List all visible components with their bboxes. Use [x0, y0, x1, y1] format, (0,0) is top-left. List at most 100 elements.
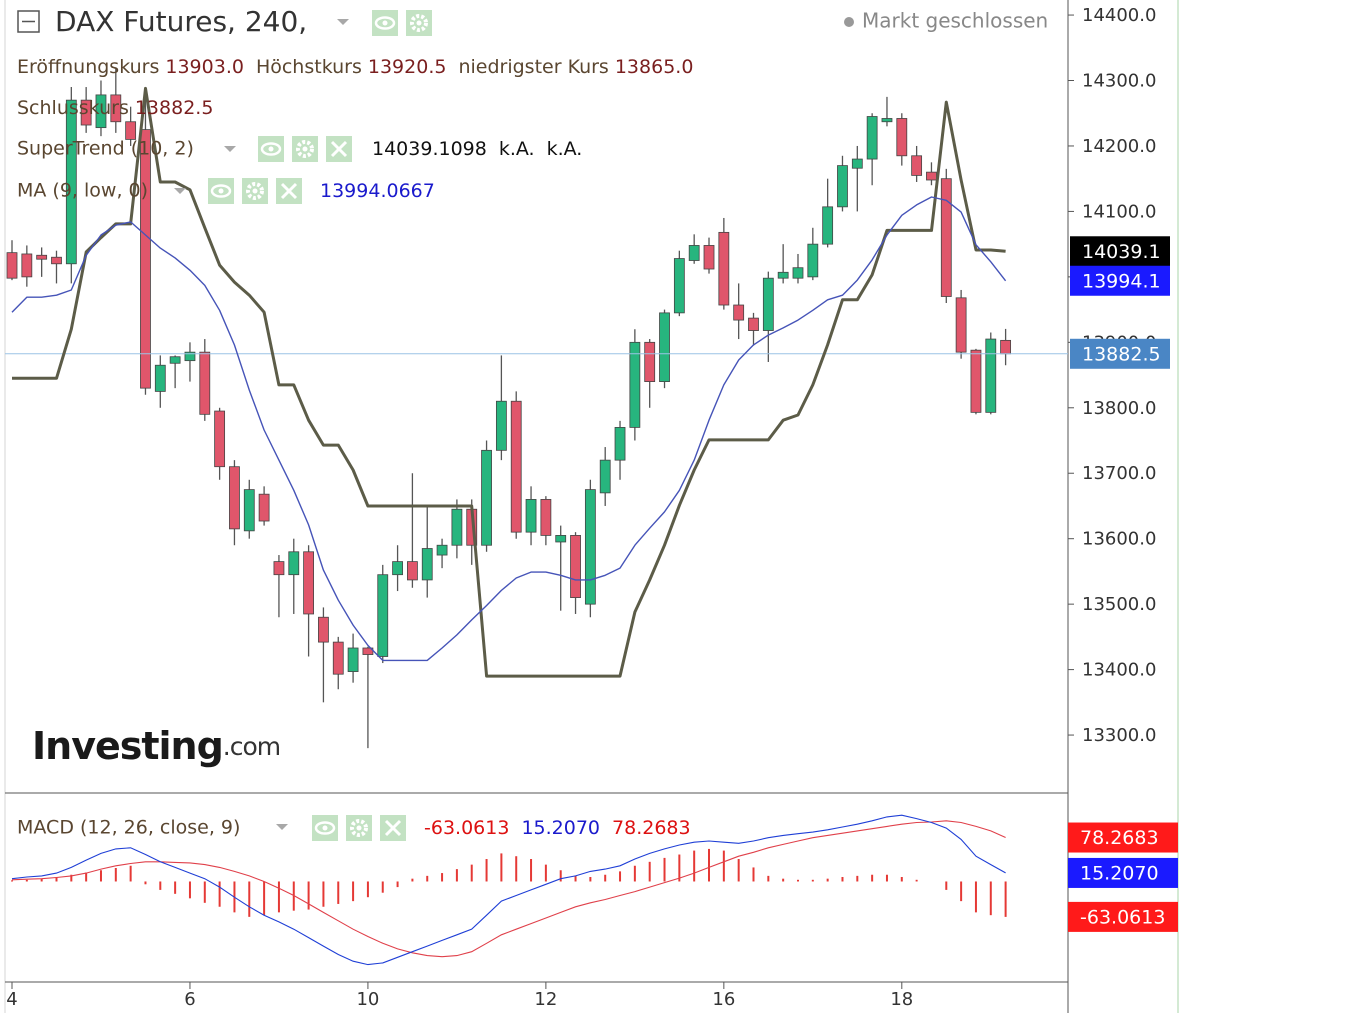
- ohlc-row: Eröffnungskurs 13903.0 Höchstkurs 13920.5 ni…: [17, 56, 693, 78]
- ohlc-name: Schlusskurs: [17, 97, 129, 119]
- dropdown-button[interactable]: [337, 19, 349, 25]
- watermark-brand: Investing: [32, 724, 223, 768]
- legend-value: 13994.0667: [320, 180, 435, 202]
- candle-body: [332, 641, 344, 675]
- dropdown-button[interactable]: [224, 146, 236, 152]
- status-dot: [844, 17, 854, 27]
- candle-body: [154, 364, 166, 392]
- candle-body: [214, 410, 226, 468]
- candle-body: [703, 245, 715, 270]
- legend-name: MA (9, low, 0): [17, 180, 148, 202]
- candle-body: [718, 231, 730, 306]
- candle-body: [65, 99, 77, 265]
- y-tick-label: 14300.0: [1082, 71, 1156, 92]
- candle-body: [688, 245, 700, 261]
- remove-icon: [384, 819, 402, 837]
- candle-body: [80, 99, 92, 126]
- price-label: -63.0613: [1080, 906, 1165, 928]
- gear-icon: [350, 819, 368, 837]
- candle-body: [629, 341, 641, 428]
- price-label: 13882.5: [1082, 343, 1161, 365]
- y-tick-label: 13400.0: [1082, 660, 1156, 681]
- ohlc-name: Höchstkurs: [256, 56, 362, 78]
- supertrend-line: [12, 86, 1006, 678]
- candle-body: [866, 116, 878, 160]
- candle-body: [110, 94, 122, 123]
- y-tick-label: 14400.0: [1082, 5, 1156, 26]
- legend-name: SuperTrend (10, 2): [17, 138, 194, 160]
- eye-icon: [374, 16, 396, 30]
- candle-body: [599, 459, 611, 494]
- candle-body: [169, 356, 181, 364]
- legend-value: 14039.1098: [372, 138, 487, 160]
- candle-body: [822, 206, 834, 245]
- x-tick-label: 12: [534, 989, 557, 1010]
- eye-icon: [268, 146, 274, 152]
- candle-body: [347, 647, 359, 672]
- signal-line: [11, 820, 1006, 958]
- candle-body: [436, 544, 448, 556]
- ohlc-name: niedrigster Kurs: [458, 56, 608, 78]
- ohlc-name: Eröffnungskurs: [17, 56, 159, 78]
- candle-body: [851, 158, 863, 169]
- candle-body: [51, 256, 62, 265]
- price-label-box: [1070, 265, 1170, 296]
- candle-body: [570, 535, 581, 598]
- eye-icon: [314, 821, 336, 835]
- marks: 13300.0 13400.0 13500.0 13600.0 13700.0 13800…: [5, 5, 1156, 1010]
- eye-icon: [322, 825, 328, 831]
- legend-value: 15.2070: [521, 817, 600, 839]
- y-tick-label: 13700.0: [1082, 463, 1156, 484]
- candle-body: [985, 338, 997, 413]
- gear-icon: [302, 146, 308, 152]
- candle-body: [777, 271, 789, 279]
- price-label-box: [1070, 236, 1170, 267]
- y-tick-label: 14200.0: [1082, 136, 1156, 157]
- candle-body: [184, 351, 196, 362]
- candle-body: [258, 493, 270, 522]
- candle-body: [584, 489, 596, 605]
- candle-body: [229, 466, 240, 530]
- legend-value: 78.2683: [612, 817, 691, 839]
- legend-values: 14039.1098 k.A. k.A.: [372, 138, 582, 160]
- x-tick-label: 4: [6, 989, 17, 1010]
- candle-body: [896, 118, 908, 157]
- dropdown-button[interactable]: [276, 824, 288, 830]
- legend-value: -63.0613: [424, 817, 509, 839]
- candle-body: [881, 118, 893, 123]
- candle-body: [940, 178, 952, 297]
- collapse-button[interactable]: [17, 10, 40, 33]
- candle-body: [377, 574, 389, 657]
- eye-icon: [210, 184, 232, 198]
- candle-body: [1000, 339, 1012, 355]
- eye-icon: [260, 142, 282, 156]
- x-tick-label: 18: [890, 989, 913, 1010]
- y-tick-label: 13800.0: [1082, 398, 1156, 419]
- candle-body: [911, 155, 923, 176]
- eye-icon: [382, 20, 388, 26]
- y-tick-label: 14100.0: [1082, 201, 1156, 222]
- remove-icon: [330, 140, 348, 158]
- x-tick-label: 10: [356, 989, 379, 1010]
- ohlc-value: 13903.0: [165, 56, 244, 78]
- candle-body: [303, 551, 315, 615]
- y-tick-label: 13300.0: [1082, 725, 1156, 746]
- gear-icon: [416, 20, 422, 26]
- legend-values: 13994.0667: [320, 180, 435, 202]
- ohlc-row: Schlusskurs 13882.5: [17, 97, 213, 119]
- candle-body: [762, 277, 774, 331]
- macd-title: MACD (12, 26, close, 9): [17, 817, 240, 839]
- dropdown-button[interactable]: [174, 188, 186, 194]
- candle-body: [451, 508, 463, 546]
- macd-legend-values: -63.0613 15.2070 78.2683: [424, 817, 691, 839]
- candle-body: [659, 312, 670, 383]
- gear-icon: [410, 14, 428, 32]
- candle-body: [6, 252, 18, 279]
- candle-body: [481, 449, 492, 546]
- legend-value: k.A.: [499, 138, 535, 160]
- x-tick-label: 6: [184, 989, 195, 1010]
- candle-body: [140, 129, 151, 389]
- candle-body: [243, 489, 255, 532]
- price-label: 14039.1: [1082, 241, 1161, 263]
